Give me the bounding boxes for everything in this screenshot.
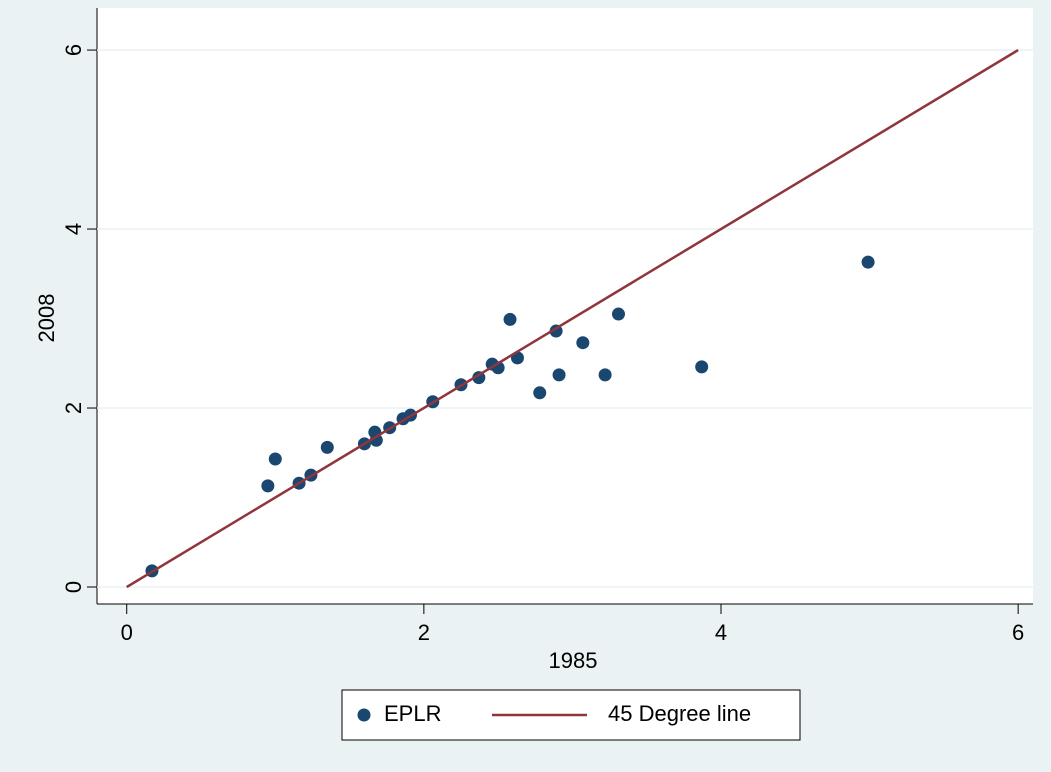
x-tick-label: 2 xyxy=(418,620,430,645)
point xyxy=(268,452,282,466)
point xyxy=(861,255,875,269)
point xyxy=(369,433,383,447)
x-tick-label: 6 xyxy=(1012,620,1024,645)
legend-label: 45 Degree line xyxy=(608,701,751,726)
y-tick-label: 0 xyxy=(61,581,86,593)
point xyxy=(576,336,590,350)
y-tick-label: 2 xyxy=(61,402,86,414)
point xyxy=(611,307,625,321)
legend-marker xyxy=(357,708,371,722)
point xyxy=(503,312,517,326)
line xyxy=(126,48,1019,589)
point xyxy=(552,368,566,382)
legend-label: EPLR xyxy=(384,701,441,726)
x-axis-title: 1985 xyxy=(549,648,598,673)
x-tick-label: 0 xyxy=(121,620,133,645)
point xyxy=(320,440,334,454)
y-axis-title: 2008 xyxy=(34,294,59,343)
plot-area xyxy=(97,8,1033,604)
point xyxy=(598,368,612,382)
point xyxy=(261,479,275,493)
y-tick-label: 4 xyxy=(61,223,86,235)
x-tick-label: 4 xyxy=(715,620,727,645)
point xyxy=(695,360,709,374)
point xyxy=(533,386,547,400)
y-tick-label: 6 xyxy=(61,44,86,56)
